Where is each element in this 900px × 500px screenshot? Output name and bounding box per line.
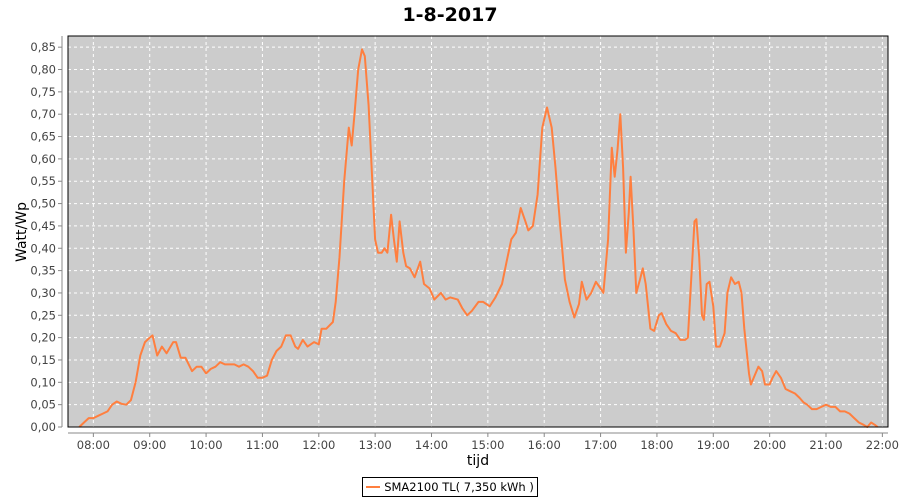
y-tick-label: 0,75 xyxy=(30,85,56,99)
legend-label: SMA2100 TL( 7,350 kWh ) xyxy=(384,480,534,494)
x-tick-label: 14:00 xyxy=(415,438,448,452)
y-tick-label: 0,15 xyxy=(30,353,56,367)
y-tick-label: 0,65 xyxy=(30,130,56,144)
x-tick-label: 13:00 xyxy=(359,438,392,452)
x-tick-label: 11:00 xyxy=(246,438,279,452)
y-tick-label: 0,60 xyxy=(30,152,56,166)
y-tick-label: 0,50 xyxy=(30,197,56,211)
y-tick-label: 0,70 xyxy=(30,107,56,121)
y-tick-label: 0,35 xyxy=(30,264,56,278)
gridlines xyxy=(68,36,888,427)
x-tick-label: 15:00 xyxy=(471,438,504,452)
x-tick-label: 17:00 xyxy=(584,438,617,452)
y-tick-label: 0,20 xyxy=(30,331,56,345)
y-tick-label: 0,05 xyxy=(30,398,56,412)
y-tick-label: 0,85 xyxy=(30,40,56,54)
x-tick-label: 21:00 xyxy=(809,438,842,452)
y-tick-label: 0,00 xyxy=(30,420,56,434)
y-axis: 0,00 0,05 0,10 0,15 0,20 0,25 0,30 0,35 0,40 0,45… xyxy=(30,36,63,434)
chart-title: 1-8-2017 xyxy=(402,4,498,26)
y-axis-label: Watt/Wp xyxy=(14,202,30,262)
legend-line-icon xyxy=(366,486,381,488)
y-tick-label: 0,10 xyxy=(30,375,56,389)
x-tick-label: 09:00 xyxy=(133,438,166,452)
y-tick-label: 0,55 xyxy=(30,174,56,188)
x-tick-label: 10:00 xyxy=(189,438,222,452)
x-tick-label: 18:00 xyxy=(640,438,673,452)
x-axis: 08:00 09:00 10:00 11:00 12:00 13:00 14:00 15:00… xyxy=(68,432,899,452)
plot-border xyxy=(67,35,889,428)
x-tick-label: 22:00 xyxy=(866,438,899,452)
y-tick-label: 0,25 xyxy=(30,308,56,322)
x-tick-label: 12:00 xyxy=(302,438,335,452)
x-tick-label: 08:00 xyxy=(77,438,110,452)
series-line xyxy=(78,48,879,428)
x-axis-label: tijd xyxy=(467,453,489,469)
x-tick-label: 20:00 xyxy=(753,438,786,452)
x-tick-label: 19:00 xyxy=(697,438,730,452)
legend: SMA2100 TL( 7,350 kWh ) xyxy=(362,477,538,497)
plot-area xyxy=(68,36,888,427)
y-tick-label: 0,30 xyxy=(30,286,56,300)
y-tick-label: 0,45 xyxy=(30,219,56,233)
y-tick-label: 0,40 xyxy=(30,241,56,255)
x-tick-label: 16:00 xyxy=(528,438,561,452)
y-tick-label: 0,80 xyxy=(30,63,56,77)
